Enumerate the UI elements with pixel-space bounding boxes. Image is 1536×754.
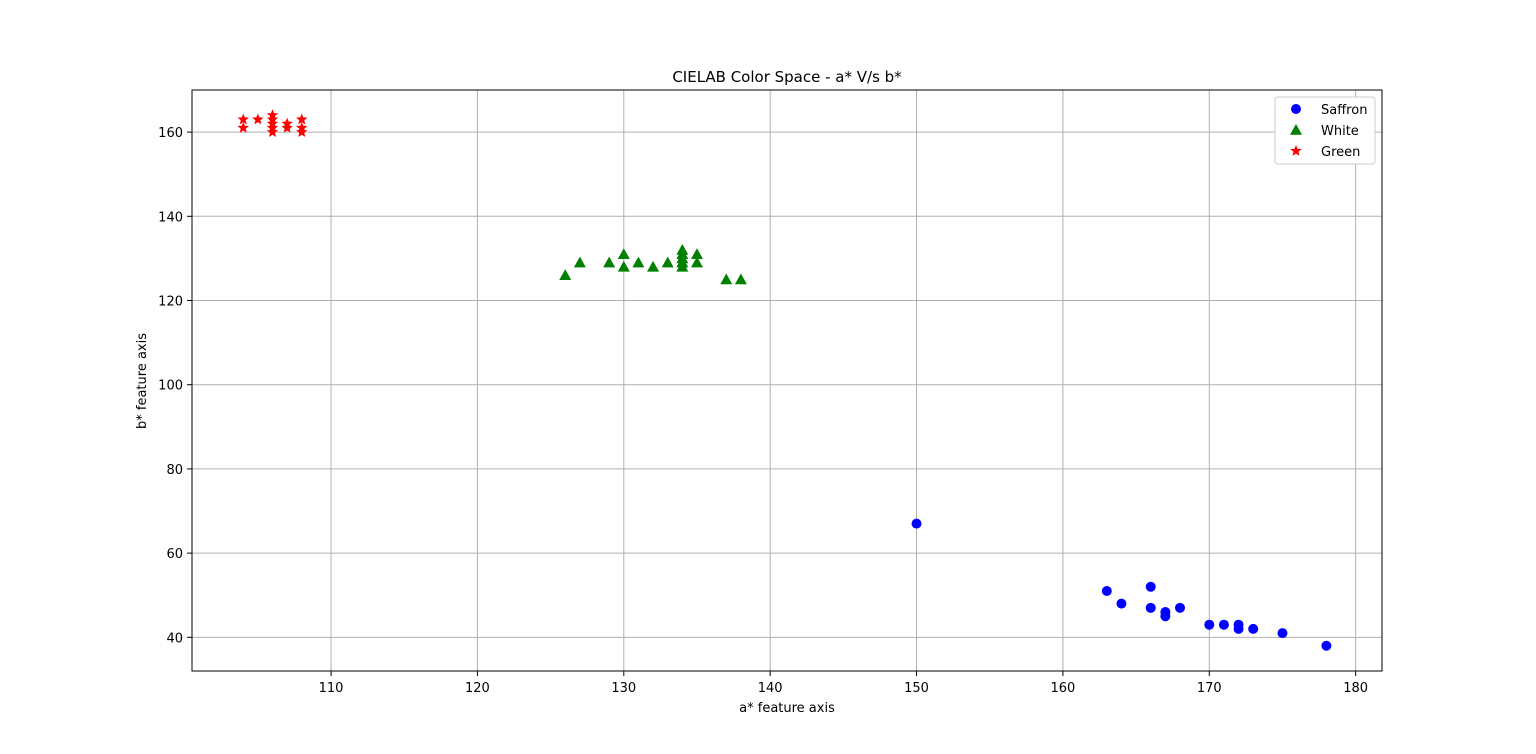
data-point [603, 256, 616, 268]
y-tick-label: 140 [158, 210, 183, 225]
data-point [1101, 586, 1112, 597]
data-point [647, 260, 660, 272]
y-axis-label: b* feature axis [135, 333, 150, 429]
x-tick-label: 160 [1050, 681, 1075, 696]
legend-marker-saffron [1291, 104, 1301, 114]
legend-marker-green [1290, 145, 1302, 156]
data-point [266, 126, 279, 137]
data-point [734, 273, 747, 285]
legend-box [1274, 96, 1376, 165]
legend-markers [1290, 104, 1302, 156]
data-point [1204, 619, 1215, 630]
data-point [690, 248, 703, 259]
legend-label-saffron: Saffron [1321, 103, 1367, 118]
data-point [1160, 611, 1171, 622]
data-point [1175, 602, 1186, 613]
data-point [1248, 623, 1259, 634]
data-point [690, 256, 703, 268]
axis-ticks: 110 120 130 140 150 160 170 180 40 60 80 100 120 140 1… [158, 126, 1368, 696]
data-point [559, 269, 572, 281]
data-point [617, 260, 630, 272]
y-tick-label: 100 [158, 379, 183, 394]
data-point [1277, 628, 1288, 639]
plot-frame [191, 89, 1383, 672]
data-point [720, 273, 733, 285]
y-tick-label: 160 [158, 126, 183, 141]
y-tick-label: 60 [166, 547, 183, 562]
x-tick-label: 150 [904, 681, 929, 696]
chart-title: CIELAB Color Space - a* V/s b* [672, 68, 902, 86]
series-white [559, 243, 747, 285]
x-tick-label: 140 [758, 681, 783, 696]
data-point [1218, 619, 1229, 630]
legend-marker-white [1290, 124, 1302, 135]
data-point [237, 113, 249, 125]
data-point [1233, 623, 1244, 634]
data-point [661, 256, 674, 268]
data-point [296, 113, 308, 125]
data-point [676, 260, 689, 272]
data-point [281, 121, 293, 133]
x-tick-label: 180 [1343, 681, 1368, 696]
y-tick-label: 40 [166, 631, 183, 646]
grid-lines [192, 90, 1382, 671]
y-tick-label: 120 [158, 295, 183, 310]
data-point [1145, 581, 1156, 592]
y-tick-label: 80 [166, 463, 183, 478]
data-point [617, 248, 630, 259]
legend-label-white: White [1321, 124, 1359, 139]
data-point [1321, 640, 1332, 651]
legend-label-green: Green [1321, 145, 1360, 160]
data-point [252, 113, 264, 125]
data-point [1116, 598, 1127, 609]
data-points [237, 109, 1332, 651]
legend: Saffron White Green [1274, 96, 1376, 165]
data-point [237, 121, 249, 133]
data-point [573, 256, 586, 268]
data-point [1145, 602, 1156, 613]
data-point [632, 256, 645, 268]
x-axis-label: a* feature axis [739, 701, 835, 716]
x-tick-label: 110 [319, 681, 344, 696]
x-tick-label: 130 [611, 681, 636, 696]
x-tick-label: 120 [465, 681, 490, 696]
data-point [911, 518, 922, 529]
data-point [296, 126, 308, 137]
series-green [237, 109, 308, 137]
series-saffron [911, 518, 1332, 651]
x-tick-label: 170 [1197, 681, 1222, 696]
